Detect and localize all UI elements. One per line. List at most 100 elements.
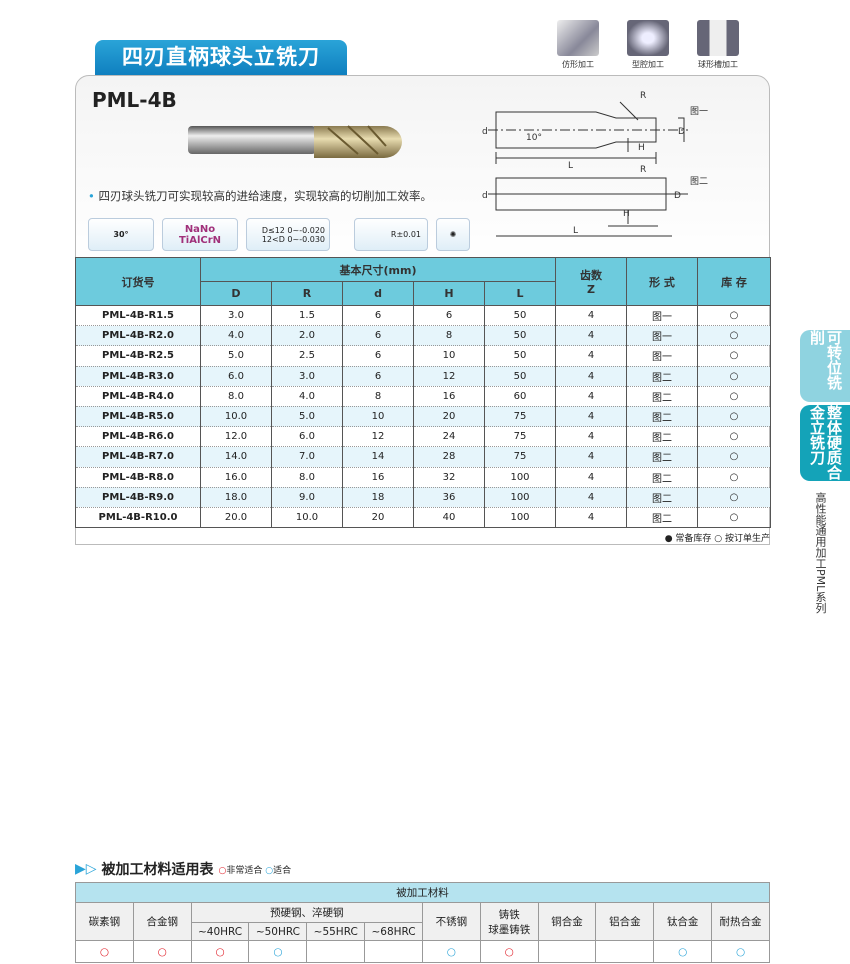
side-tab-solid-carbide[interactable]: 整体硬质合金立铣刀	[800, 405, 850, 481]
material-0: 碳素钢	[75, 902, 134, 941]
cell: 图二	[626, 386, 699, 407]
radius-tolerance-badge: R±0.01	[354, 218, 428, 251]
cell: 4	[555, 325, 628, 347]
cell: 图二	[626, 507, 699, 529]
end-mill-photo	[188, 125, 402, 158]
tolerance-line-1: D≤12 0~-0.020	[261, 225, 325, 235]
header-form: 形 式	[626, 257, 699, 306]
order-code: PML-4B-R3.0	[75, 366, 201, 387]
table-row: PML-4B-R8.0 16.0 8.0 16 32 100 4 图二 ○	[75, 467, 772, 488]
hardness-0: ~40HRC	[190, 922, 250, 941]
diameter-tolerance-badge: D≤12 0~-0.020 12<D 0~-0.030	[246, 218, 330, 251]
cell: 60	[483, 386, 557, 407]
rating-cell: ○	[132, 940, 192, 963]
helix-angle: 30°	[113, 230, 129, 239]
rating-cell: ○	[421, 940, 481, 963]
figure-2-label: 图二	[690, 176, 708, 187]
cell: 100	[483, 507, 557, 529]
cell: 4	[555, 446, 628, 468]
contour-machining-icon	[557, 20, 599, 56]
cell: 75	[483, 426, 557, 448]
cell: ○	[697, 325, 772, 347]
cell: 75	[483, 406, 557, 428]
hardness-2: ~55HRC	[306, 922, 366, 941]
svg-text:D: D	[674, 191, 681, 201]
order-code: PML-4B-R9.0	[75, 487, 201, 508]
cell: 14.0	[200, 446, 272, 468]
table-row: PML-4B-R9.0 18.0 9.0 18 36 100 4 图二 ○	[75, 487, 772, 508]
cell: 28	[413, 446, 485, 468]
taper-angle: 10°	[526, 133, 542, 143]
materials-header: 被加工材料	[75, 882, 770, 903]
cell: 5.0	[200, 345, 272, 367]
process-label: 型腔加工	[632, 60, 664, 69]
flute-end-icon: ✺	[436, 218, 470, 251]
process-label: 仿形加工	[562, 60, 594, 69]
process-cavity: 型腔加工	[623, 20, 673, 70]
header-dim-D: D	[200, 281, 272, 306]
rating-cell: ○	[479, 940, 539, 963]
table-row: PML-4B-R7.0 14.0 7.0 14 28 75 4 图二 ○	[75, 446, 772, 468]
cell: ○	[697, 426, 772, 448]
cell: ○	[697, 507, 772, 529]
material-4: 铸铁 球墨铸铁	[479, 902, 539, 941]
cell: 8.0	[271, 467, 343, 488]
hardness-1: ~50HRC	[248, 922, 308, 941]
cell: 50	[483, 325, 557, 347]
order-code: PML-4B-R10.0	[75, 507, 201, 529]
order-code: PML-4B-R4.0	[75, 386, 201, 407]
rating-cell	[537, 940, 597, 963]
cell: ○	[697, 446, 772, 468]
cell: 50	[483, 305, 557, 327]
cell: ○	[697, 366, 772, 387]
model-name: PML-4B	[92, 88, 177, 112]
coating-line-1: NaNo	[184, 223, 216, 235]
cell: 4	[555, 366, 628, 387]
svg-text:H: H	[638, 143, 645, 153]
cell: 16	[413, 386, 485, 407]
rating-cell	[595, 940, 655, 963]
very-suitable-icon: ○	[99, 945, 109, 958]
cell: 4	[555, 426, 628, 448]
cell: 32	[413, 467, 485, 488]
cell: 6	[342, 305, 414, 327]
cell: 4.0	[200, 325, 272, 347]
side-tab-indexable-milling[interactable]: 可转位铣削	[800, 330, 850, 402]
cell: 图一	[626, 345, 699, 367]
cell: ○	[697, 305, 772, 327]
cell: 50	[483, 366, 557, 387]
cell: 10.0	[200, 406, 272, 428]
cell: 10	[413, 345, 485, 367]
svg-text:L: L	[573, 226, 578, 236]
order-code: PML-4B-R5.0	[75, 406, 201, 428]
cell: 3.0	[271, 366, 343, 387]
cell: 2.0	[271, 325, 343, 347]
cell: 6	[413, 305, 485, 327]
cell: 12	[413, 366, 485, 387]
table-row: PML-4B-R2.0 4.0 2.0 6 8 50 4 图一 ○	[75, 325, 772, 347]
cell: 6.0	[200, 366, 272, 387]
very-suitable-icon: ○	[157, 945, 167, 958]
cell: 6	[342, 325, 414, 347]
legend-suitable: 适合	[273, 865, 292, 876]
cell: 6	[342, 366, 414, 387]
cell: 12	[342, 426, 414, 448]
rating-cell: ○	[653, 940, 713, 963]
cell: 2.5	[271, 345, 343, 367]
figure-1-label: 图一	[690, 106, 708, 117]
material-7: 钛合金	[653, 902, 713, 941]
cell: 8	[342, 386, 414, 407]
cell: 图二	[626, 487, 699, 508]
cell: 4	[555, 507, 628, 529]
cell: 9.0	[271, 487, 343, 508]
cell: 5.0	[271, 406, 343, 428]
header-code: 订货号	[75, 257, 201, 306]
cell: 10	[342, 406, 414, 428]
rating-cell: ○	[248, 940, 308, 963]
header-dim-L: L	[483, 281, 557, 306]
arrow-icon: ▶▷	[75, 861, 97, 877]
cell: 6.0	[271, 426, 343, 448]
cell: 图一	[626, 325, 699, 347]
cell: 18	[342, 487, 414, 508]
